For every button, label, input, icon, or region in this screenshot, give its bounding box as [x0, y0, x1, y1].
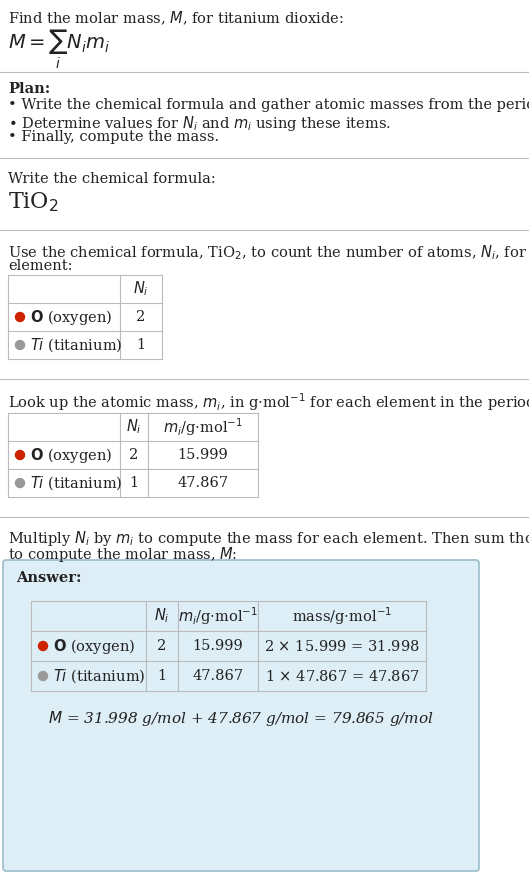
- Text: Multiply $N_i$ by $m_i$ to compute the mass for each element. Then sum those val: Multiply $N_i$ by $m_i$ to compute the m…: [8, 529, 529, 548]
- Text: 2: 2: [157, 639, 167, 653]
- Text: 47.867: 47.867: [193, 669, 243, 683]
- Text: 15.999: 15.999: [193, 639, 243, 653]
- Text: • Write the chemical formula and gather atomic masses from the periodic table.: • Write the chemical formula and gather …: [8, 98, 529, 112]
- Circle shape: [15, 341, 24, 349]
- Text: $\mathit{Ti}$ (titanium): $\mathit{Ti}$ (titanium): [30, 336, 123, 354]
- Text: $\mathbf{O}$ (oxygen): $\mathbf{O}$ (oxygen): [30, 445, 112, 465]
- Text: Write the chemical formula:: Write the chemical formula:: [8, 172, 216, 186]
- Text: 47.867: 47.867: [177, 476, 229, 490]
- Text: 1 $\times$ 47.867 = 47.867: 1 $\times$ 47.867 = 47.867: [264, 669, 419, 684]
- FancyBboxPatch shape: [3, 560, 479, 871]
- Text: $\mathbf{O}$ (oxygen): $\mathbf{O}$ (oxygen): [53, 636, 135, 656]
- Text: 1: 1: [136, 338, 145, 352]
- Text: 1: 1: [158, 669, 167, 683]
- Circle shape: [39, 642, 48, 650]
- Text: $\mathit{Ti}$ (titanium): $\mathit{Ti}$ (titanium): [53, 667, 145, 685]
- Text: Use the chemical formula, TiO$_2$, to count the number of atoms, $N_i$, for each: Use the chemical formula, TiO$_2$, to co…: [8, 243, 529, 261]
- Text: $\mathbf{O}$ (oxygen): $\mathbf{O}$ (oxygen): [30, 307, 112, 326]
- Circle shape: [15, 451, 24, 459]
- Text: mass/g$\cdot$mol$^{-1}$: mass/g$\cdot$mol$^{-1}$: [292, 605, 392, 627]
- Text: $M$ = 31.998 g/mol + 47.867 g/mol = 79.865 g/mol: $M$ = 31.998 g/mol + 47.867 g/mol = 79.8…: [48, 709, 434, 728]
- Text: 1: 1: [130, 476, 139, 490]
- Text: • Finally, compute the mass.: • Finally, compute the mass.: [8, 130, 219, 144]
- Text: 15.999: 15.999: [178, 448, 229, 462]
- Text: $M = \sum_i N_i m_i$: $M = \sum_i N_i m_i$: [8, 28, 110, 71]
- Text: 2: 2: [130, 448, 139, 462]
- Text: 2: 2: [136, 310, 145, 324]
- Text: $m_i$/g$\cdot$mol$^{-1}$: $m_i$/g$\cdot$mol$^{-1}$: [163, 416, 243, 438]
- Text: Answer:: Answer:: [16, 571, 81, 585]
- Text: $N_i$: $N_i$: [154, 606, 170, 626]
- Text: to compute the molar mass, $M$:: to compute the molar mass, $M$:: [8, 545, 238, 564]
- Text: $m_i$/g$\cdot$mol$^{-1}$: $m_i$/g$\cdot$mol$^{-1}$: [178, 605, 258, 627]
- Text: Plan:: Plan:: [8, 82, 50, 96]
- Text: Look up the atomic mass, $m_i$, in g$\cdot$mol$^{-1}$ for each element in the pe: Look up the atomic mass, $m_i$, in g$\cd…: [8, 391, 529, 413]
- Text: Find the molar mass, $M$, for titanium dioxide:: Find the molar mass, $M$, for titanium d…: [8, 10, 343, 27]
- Text: $N_i$: $N_i$: [126, 418, 142, 436]
- Circle shape: [39, 671, 48, 680]
- Circle shape: [15, 479, 24, 488]
- Text: TiO$_2$: TiO$_2$: [8, 190, 59, 214]
- Text: $\mathit{Ti}$ (titanium): $\mathit{Ti}$ (titanium): [30, 474, 123, 492]
- Text: element:: element:: [8, 259, 72, 273]
- Text: $N_i$: $N_i$: [133, 280, 149, 298]
- Text: • Determine values for $N_i$ and $m_i$ using these items.: • Determine values for $N_i$ and $m_i$ u…: [8, 114, 391, 133]
- Circle shape: [15, 312, 24, 321]
- Text: 2 $\times$ 15.999 = 31.998: 2 $\times$ 15.999 = 31.998: [264, 639, 420, 654]
